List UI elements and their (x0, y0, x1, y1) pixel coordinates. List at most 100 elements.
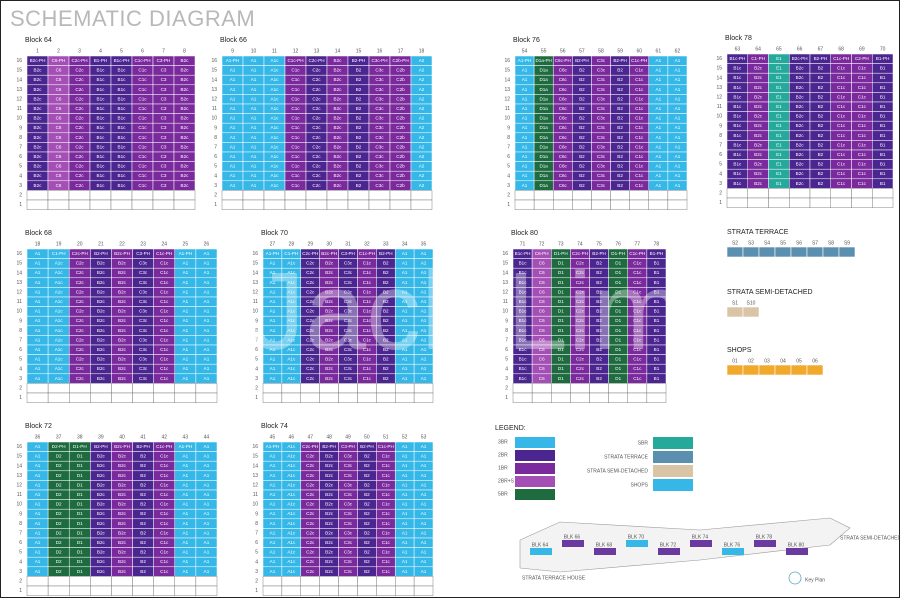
unit-label: A2 (419, 164, 425, 169)
unit-label: A1 (656, 144, 662, 149)
floor-label: 7 (214, 145, 217, 151)
unit-label: C1c (291, 87, 300, 92)
unit-label: B2 (818, 114, 824, 119)
unit-label: A1 (402, 376, 408, 381)
unit-cell (131, 199, 154, 210)
column-number: 42 (161, 434, 167, 440)
unit-label: A1c (287, 289, 296, 294)
unit-label: A1 (522, 135, 528, 140)
floor-label: 7 (719, 143, 722, 149)
unit-label: A1 (402, 502, 408, 507)
unit-label: B2 (579, 173, 585, 178)
floor-label: 7 (255, 338, 258, 344)
unit-cell (68, 199, 91, 210)
unit-label: C2c (306, 376, 315, 381)
unit-label: B2c (796, 142, 805, 147)
unit-label: A1c (287, 540, 296, 545)
block-title: Block 66 (220, 37, 247, 44)
floor-label: 2 (505, 386, 508, 392)
unit-label: A1 (656, 135, 662, 140)
unit-label: A1 (204, 299, 210, 304)
unit-label: C1c (382, 511, 391, 516)
unit-label: B1c-PH (515, 251, 531, 256)
unit-label: A1-PH (226, 58, 240, 63)
unit-label: D1 (558, 318, 564, 323)
unit-label: C2c (75, 77, 84, 82)
unit-label: A1 (522, 96, 528, 101)
unit-label: C2c (75, 164, 84, 169)
unit-cell (570, 383, 590, 394)
unit-label: C1c-PH (156, 444, 172, 449)
unit-label: C2c-PH (302, 251, 318, 256)
floor-label: 1 (19, 588, 22, 594)
unit-label: B1c (118, 116, 127, 121)
unit-label: A1 (270, 289, 276, 294)
unit-label: B2 (364, 511, 370, 516)
unit-label: A1 (251, 77, 257, 82)
unit-label: A1 (251, 96, 257, 101)
unit-cell (830, 197, 852, 208)
unit-label: C2c (306, 559, 315, 564)
unit-label: C3c-PH (371, 58, 387, 63)
strata-unit (774, 246, 792, 258)
unit-label: B1c (519, 328, 528, 333)
unit-label: B2c (97, 376, 106, 381)
unit-cell (89, 199, 112, 210)
unit-cell (195, 392, 218, 403)
unit-cell (608, 392, 628, 403)
unit-label: A1 (204, 482, 210, 487)
unit-label: C1c (363, 357, 372, 362)
unit-label: A1 (675, 106, 681, 111)
unit-label: A2 (419, 106, 425, 111)
strata-unit-number: S10 (747, 300, 756, 306)
unit-cell (726, 197, 748, 208)
unit-label: B2 (818, 142, 824, 147)
unit-label: A1 (675, 96, 681, 101)
unit-label: B2c (34, 68, 43, 73)
unit-label: A1c (287, 569, 296, 574)
unit-label: B2c (334, 68, 343, 73)
unit-cell (153, 576, 175, 587)
unit-label: C1c (858, 133, 867, 138)
unit-label: D1 (615, 280, 621, 285)
floor-label: 11 (503, 299, 508, 305)
unit-label: C1c (633, 328, 642, 333)
unit-label: C3 (161, 68, 167, 73)
unit-label: B2 (617, 183, 623, 188)
unit-label: E1 (776, 162, 782, 167)
floor-label: 12 (16, 483, 22, 489)
unit-cell (69, 576, 91, 587)
unit-cell (667, 199, 688, 210)
column-number: 26 (204, 241, 210, 247)
unit-label: A1 (421, 318, 427, 323)
unit-label: C3-PH (341, 444, 355, 449)
unit-cell (553, 190, 573, 201)
unit-label: B2c (754, 85, 763, 90)
floor-label: 5 (255, 550, 258, 556)
unit-label: B2c (181, 125, 190, 130)
unit-label: B2c (97, 289, 106, 294)
column-number: 33 (383, 241, 389, 247)
unit-label: B1c (733, 142, 742, 147)
unit-label: A1 (270, 357, 276, 362)
unit-label: B2c (181, 68, 190, 73)
unit-label: B1c (118, 164, 127, 169)
floor-label: 3 (505, 376, 508, 382)
floor-label: 2 (255, 386, 258, 392)
unit-label: A1 (270, 502, 276, 507)
unit-label: B2c (325, 511, 334, 516)
unit-label: A1 (204, 454, 210, 459)
unit-label: C2c (306, 318, 315, 323)
unit-cell (851, 197, 873, 208)
unit-label: C2c (306, 261, 315, 266)
unit-label: C2b-PH (392, 58, 408, 63)
unit-cell (627, 392, 648, 403)
unit-label: B2c-PH (114, 251, 130, 256)
floor-label: 13 (252, 473, 258, 479)
floor-label: 8 (719, 133, 722, 139)
floor-label: 15 (16, 454, 22, 460)
unit-label: B2c (325, 347, 334, 352)
keyplan-block (786, 548, 808, 555)
unit-label: C3 (161, 173, 167, 178)
strata-unit (726, 364, 744, 376)
